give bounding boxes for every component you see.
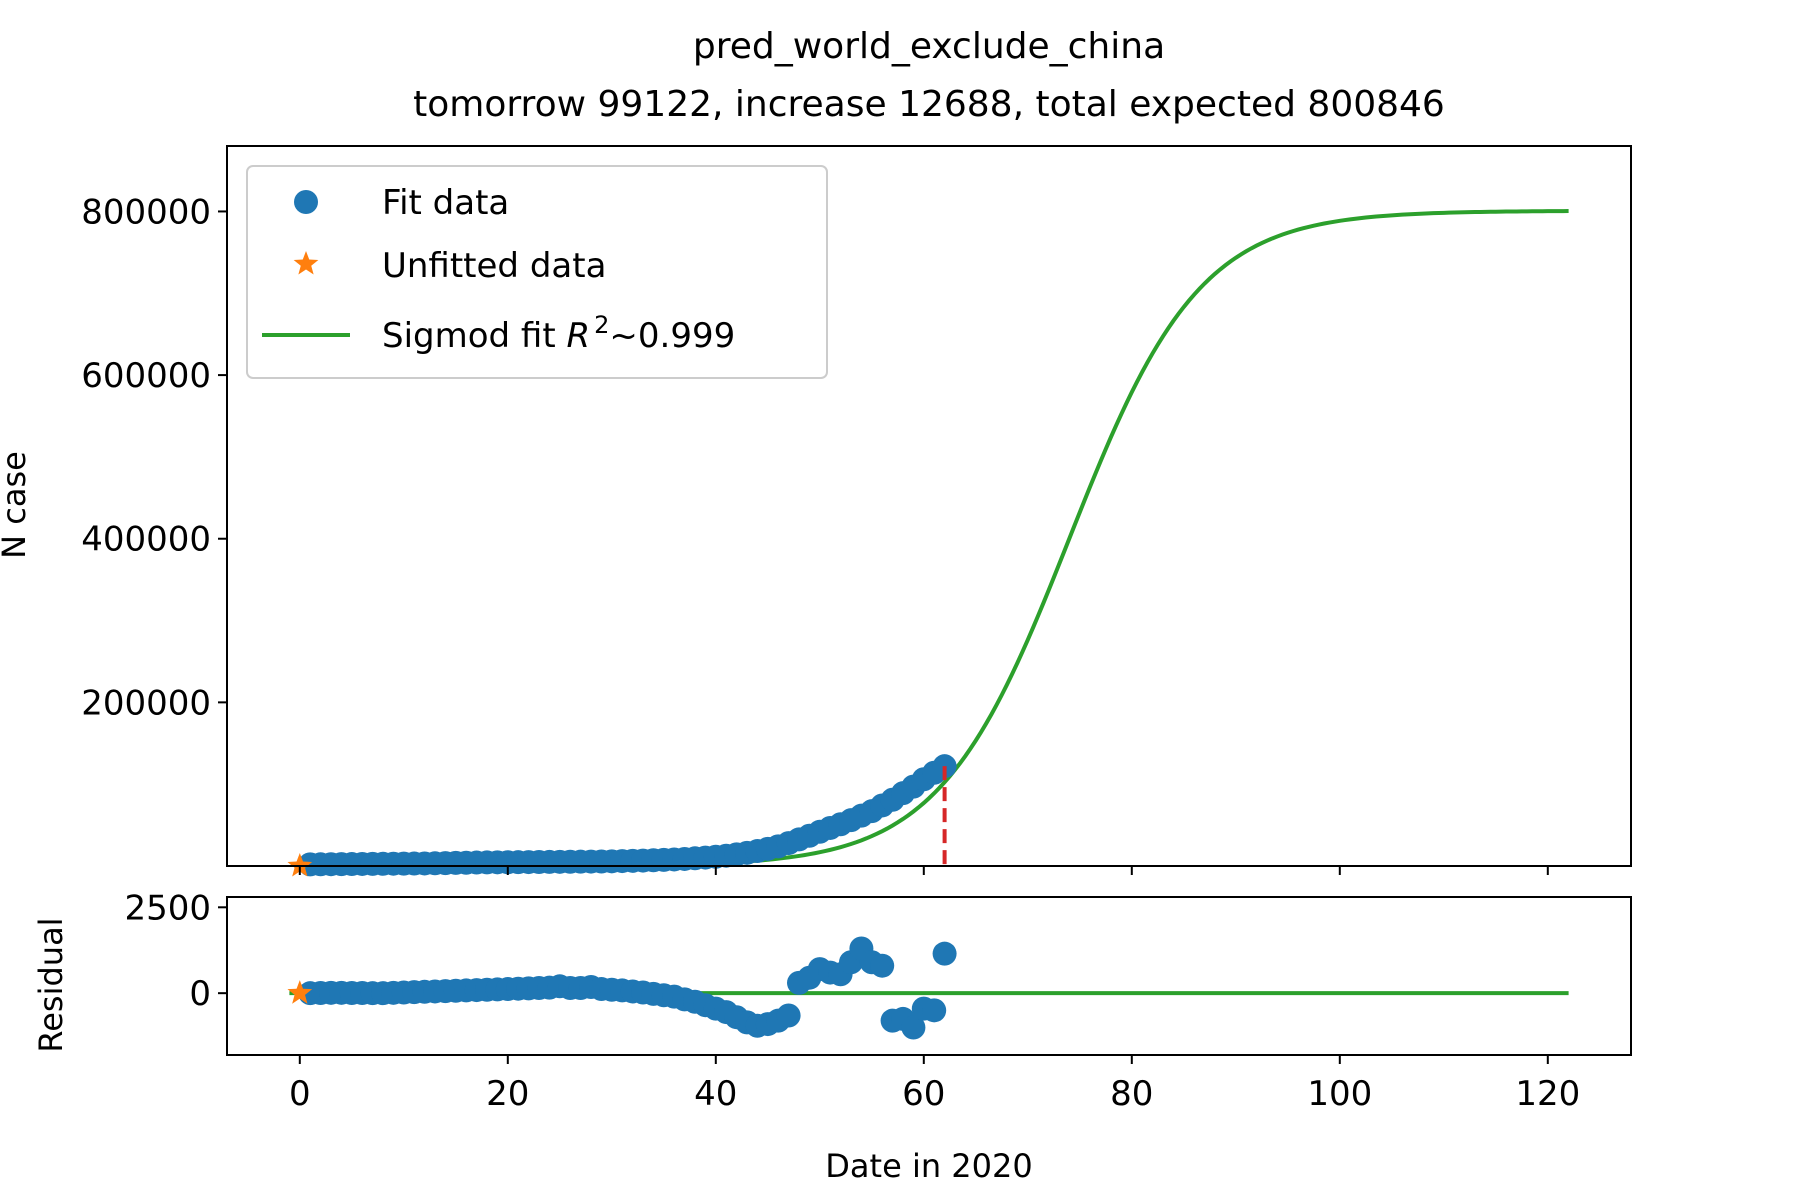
residual-axes-frame	[226, 896, 1632, 1056]
legend-label-sigmoid-fit-sup: 2	[594, 311, 609, 339]
main-fit-point	[932, 754, 957, 779]
x-tick-label: 60	[902, 1074, 945, 1114]
residual-y-axis-label: Residual	[32, 917, 70, 1052]
main-y-axis-label: N case	[0, 451, 33, 559]
main-y-tick-label: 400000	[81, 520, 211, 560]
main-y-tick-label: 800000	[81, 192, 211, 232]
main-y-tick-label: 200000	[81, 683, 211, 723]
main-y-tick-label: 600000	[81, 356, 211, 396]
legend-marker-unfitted-data	[293, 251, 319, 275]
legend-label-unfitted-data: Unfitted data	[382, 246, 606, 286]
main-plot-area: 200000 400000 600000 800000	[81, 145, 1632, 877]
residual-fit-point	[776, 1003, 801, 1028]
x-axis-label: Date in 2020	[825, 1147, 1032, 1185]
legend-marker-fit-data	[294, 190, 318, 214]
main-unfitted-point	[287, 853, 313, 877]
legend-box	[246, 165, 828, 379]
legend-label-fit-data: Fit data	[382, 183, 509, 223]
residual-y-tick-label: 0	[189, 974, 211, 1014]
legend-label-sigmoid-fit-text: Sigmod fit	[382, 316, 566, 356]
chart-title: pred_world_exclude_china	[693, 26, 1165, 67]
x-tick-label: 20	[486, 1074, 529, 1114]
residual-plot-background	[227, 897, 1631, 1055]
chart-subtitle: tomorrow 99122, increase 12688, total ex…	[413, 84, 1445, 125]
legend-label-sigmoid-fit-suffix: ~0.999	[609, 316, 735, 356]
residual-y-tick-label: 2500	[124, 888, 211, 928]
residual-fit-point	[932, 941, 957, 966]
residual-fit-point	[922, 998, 947, 1023]
main-axes-frame	[226, 145, 1632, 867]
legend-label-sigmoid-fit-var: R	[566, 316, 590, 356]
x-tick-label: 80	[1110, 1074, 1153, 1114]
residual-unfitted-point	[287, 980, 313, 1004]
legend: Fit data Unfitted data Sigmod fit R 2~0.9…	[246, 165, 828, 379]
x-tick-label: 40	[694, 1074, 737, 1114]
residual-fit-point	[901, 1015, 926, 1040]
x-tick-label: 100	[1307, 1074, 1372, 1114]
x-tick-label: 0	[289, 1074, 311, 1114]
residual-plot-area: 0 2500 0 20 40 60 80 100 120	[124, 888, 1632, 1114]
legend-label-sigmoid-fit: Sigmod fit R 2~0.999	[382, 311, 735, 356]
x-tick-label: 120	[1515, 1074, 1580, 1114]
residual-fit-point	[870, 953, 895, 978]
